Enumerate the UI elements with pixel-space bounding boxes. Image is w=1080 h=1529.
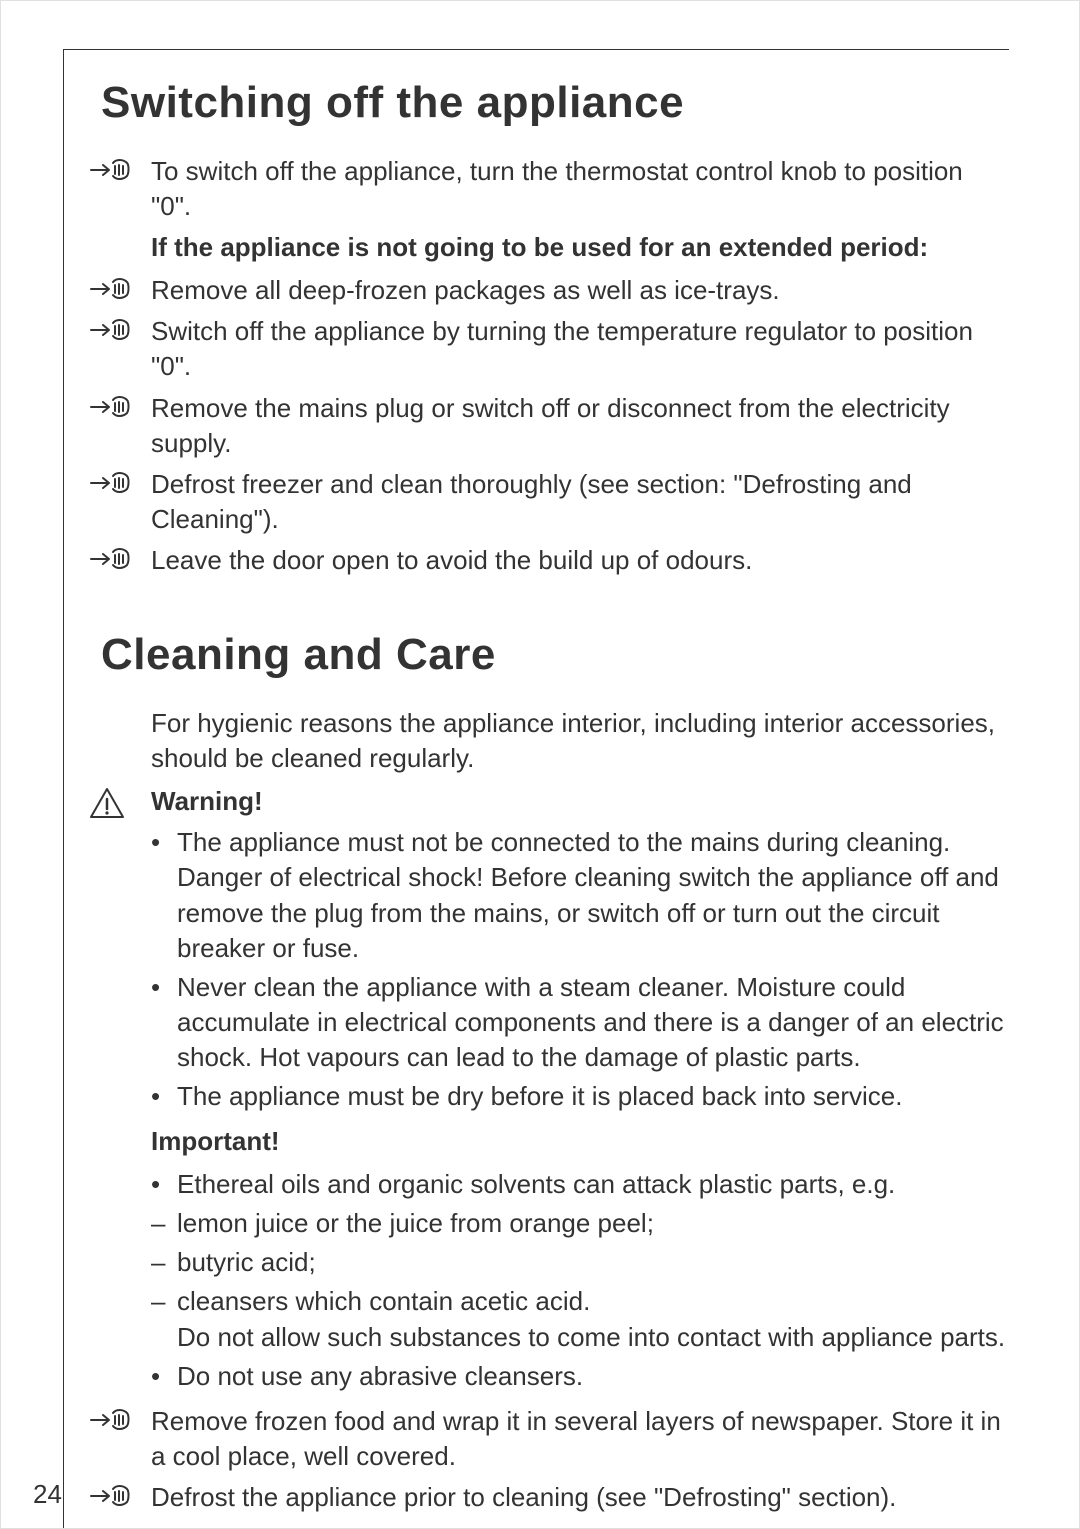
hand-icon — [89, 273, 151, 302]
step-text: Leave the door open to avoid the build u… — [151, 543, 1009, 578]
hand-icon — [89, 543, 151, 572]
warning-row: Warning! — [71, 784, 1009, 819]
step-row: Switch off the appliance by turning the … — [71, 314, 1009, 384]
warn-bullet: Never clean the appliance with a steam c… — [177, 970, 1009, 1075]
step-text: Defrost the appliance prior to cleaning … — [151, 1480, 1009, 1515]
warn-bullet: The appliance must not be connected to t… — [177, 825, 1009, 965]
left-rule — [63, 49, 64, 1528]
step-row: Remove the mains plug or switch off or d… — [71, 391, 1009, 461]
imp-bullet: Do not use any abrasive cleansers. — [177, 1359, 1009, 1394]
warn-bullet: The appliance must be dry before it is p… — [177, 1079, 1009, 1114]
step-row: Defrost the appliance prior to cleaning … — [71, 1480, 1009, 1515]
hand-icon — [89, 467, 151, 496]
warning-bullets: •The appliance must not be connected to … — [71, 825, 1009, 1114]
step-row: Remove frozen food and wrap it in severa… — [71, 1404, 1009, 1474]
warning-label: Warning! — [151, 784, 1009, 819]
step-row: Leave the door open to avoid the build u… — [71, 543, 1009, 578]
step-text: Defrost freezer and clean thoroughly (se… — [151, 467, 1009, 537]
section-title-1: Switching off the appliance — [101, 78, 1009, 128]
subheading: If the appliance is not going to be used… — [71, 230, 1009, 265]
step-row: To switch off the appliance, turn the th… — [71, 154, 1009, 224]
hand-icon — [89, 154, 151, 183]
imp-sub-line1: cleansers which contain acetic acid. — [177, 1286, 590, 1316]
intro-text: For hygienic reasons the appliance inter… — [71, 706, 1009, 776]
step-text: To switch off the appliance, turn the th… — [151, 154, 1009, 224]
step-row: Remove all deep-frozen packages as well … — [71, 273, 1009, 308]
section-title-2: Cleaning and Care — [101, 630, 1009, 680]
hand-icon — [89, 1480, 151, 1509]
important-bullets: •Ethereal oils and organic solvents can … — [71, 1167, 1009, 1394]
step-row: Defrost freezer and clean thoroughly (se… — [71, 467, 1009, 537]
warning-icon — [89, 784, 151, 819]
hand-icon — [89, 314, 151, 343]
top-rule — [63, 49, 1009, 50]
page-number: 24 — [33, 1479, 62, 1510]
step-text: Remove frozen food and wrap it in severa… — [151, 1404, 1009, 1474]
manual-page: Switching off the appliance To switch of… — [0, 0, 1080, 1529]
imp-sub: lemon juice or the juice from orange pee… — [177, 1206, 1009, 1241]
imp-sub: butyric acid; — [177, 1245, 1009, 1280]
step-text: Switch off the appliance by turning the … — [151, 314, 1009, 384]
imp-sub-line2: Do not allow such substances to come int… — [177, 1320, 1009, 1355]
imp-bullet: Ethereal oils and organic solvents can a… — [177, 1167, 1009, 1202]
hand-icon — [89, 391, 151, 420]
important-label: Important! — [71, 1124, 1009, 1159]
step-text: Remove the mains plug or switch off or d… — [151, 391, 1009, 461]
hand-icon — [89, 1404, 151, 1433]
step-text: Remove all deep-frozen packages as well … — [151, 273, 1009, 308]
imp-sub: cleansers which contain acetic acid. Do … — [177, 1284, 1009, 1354]
